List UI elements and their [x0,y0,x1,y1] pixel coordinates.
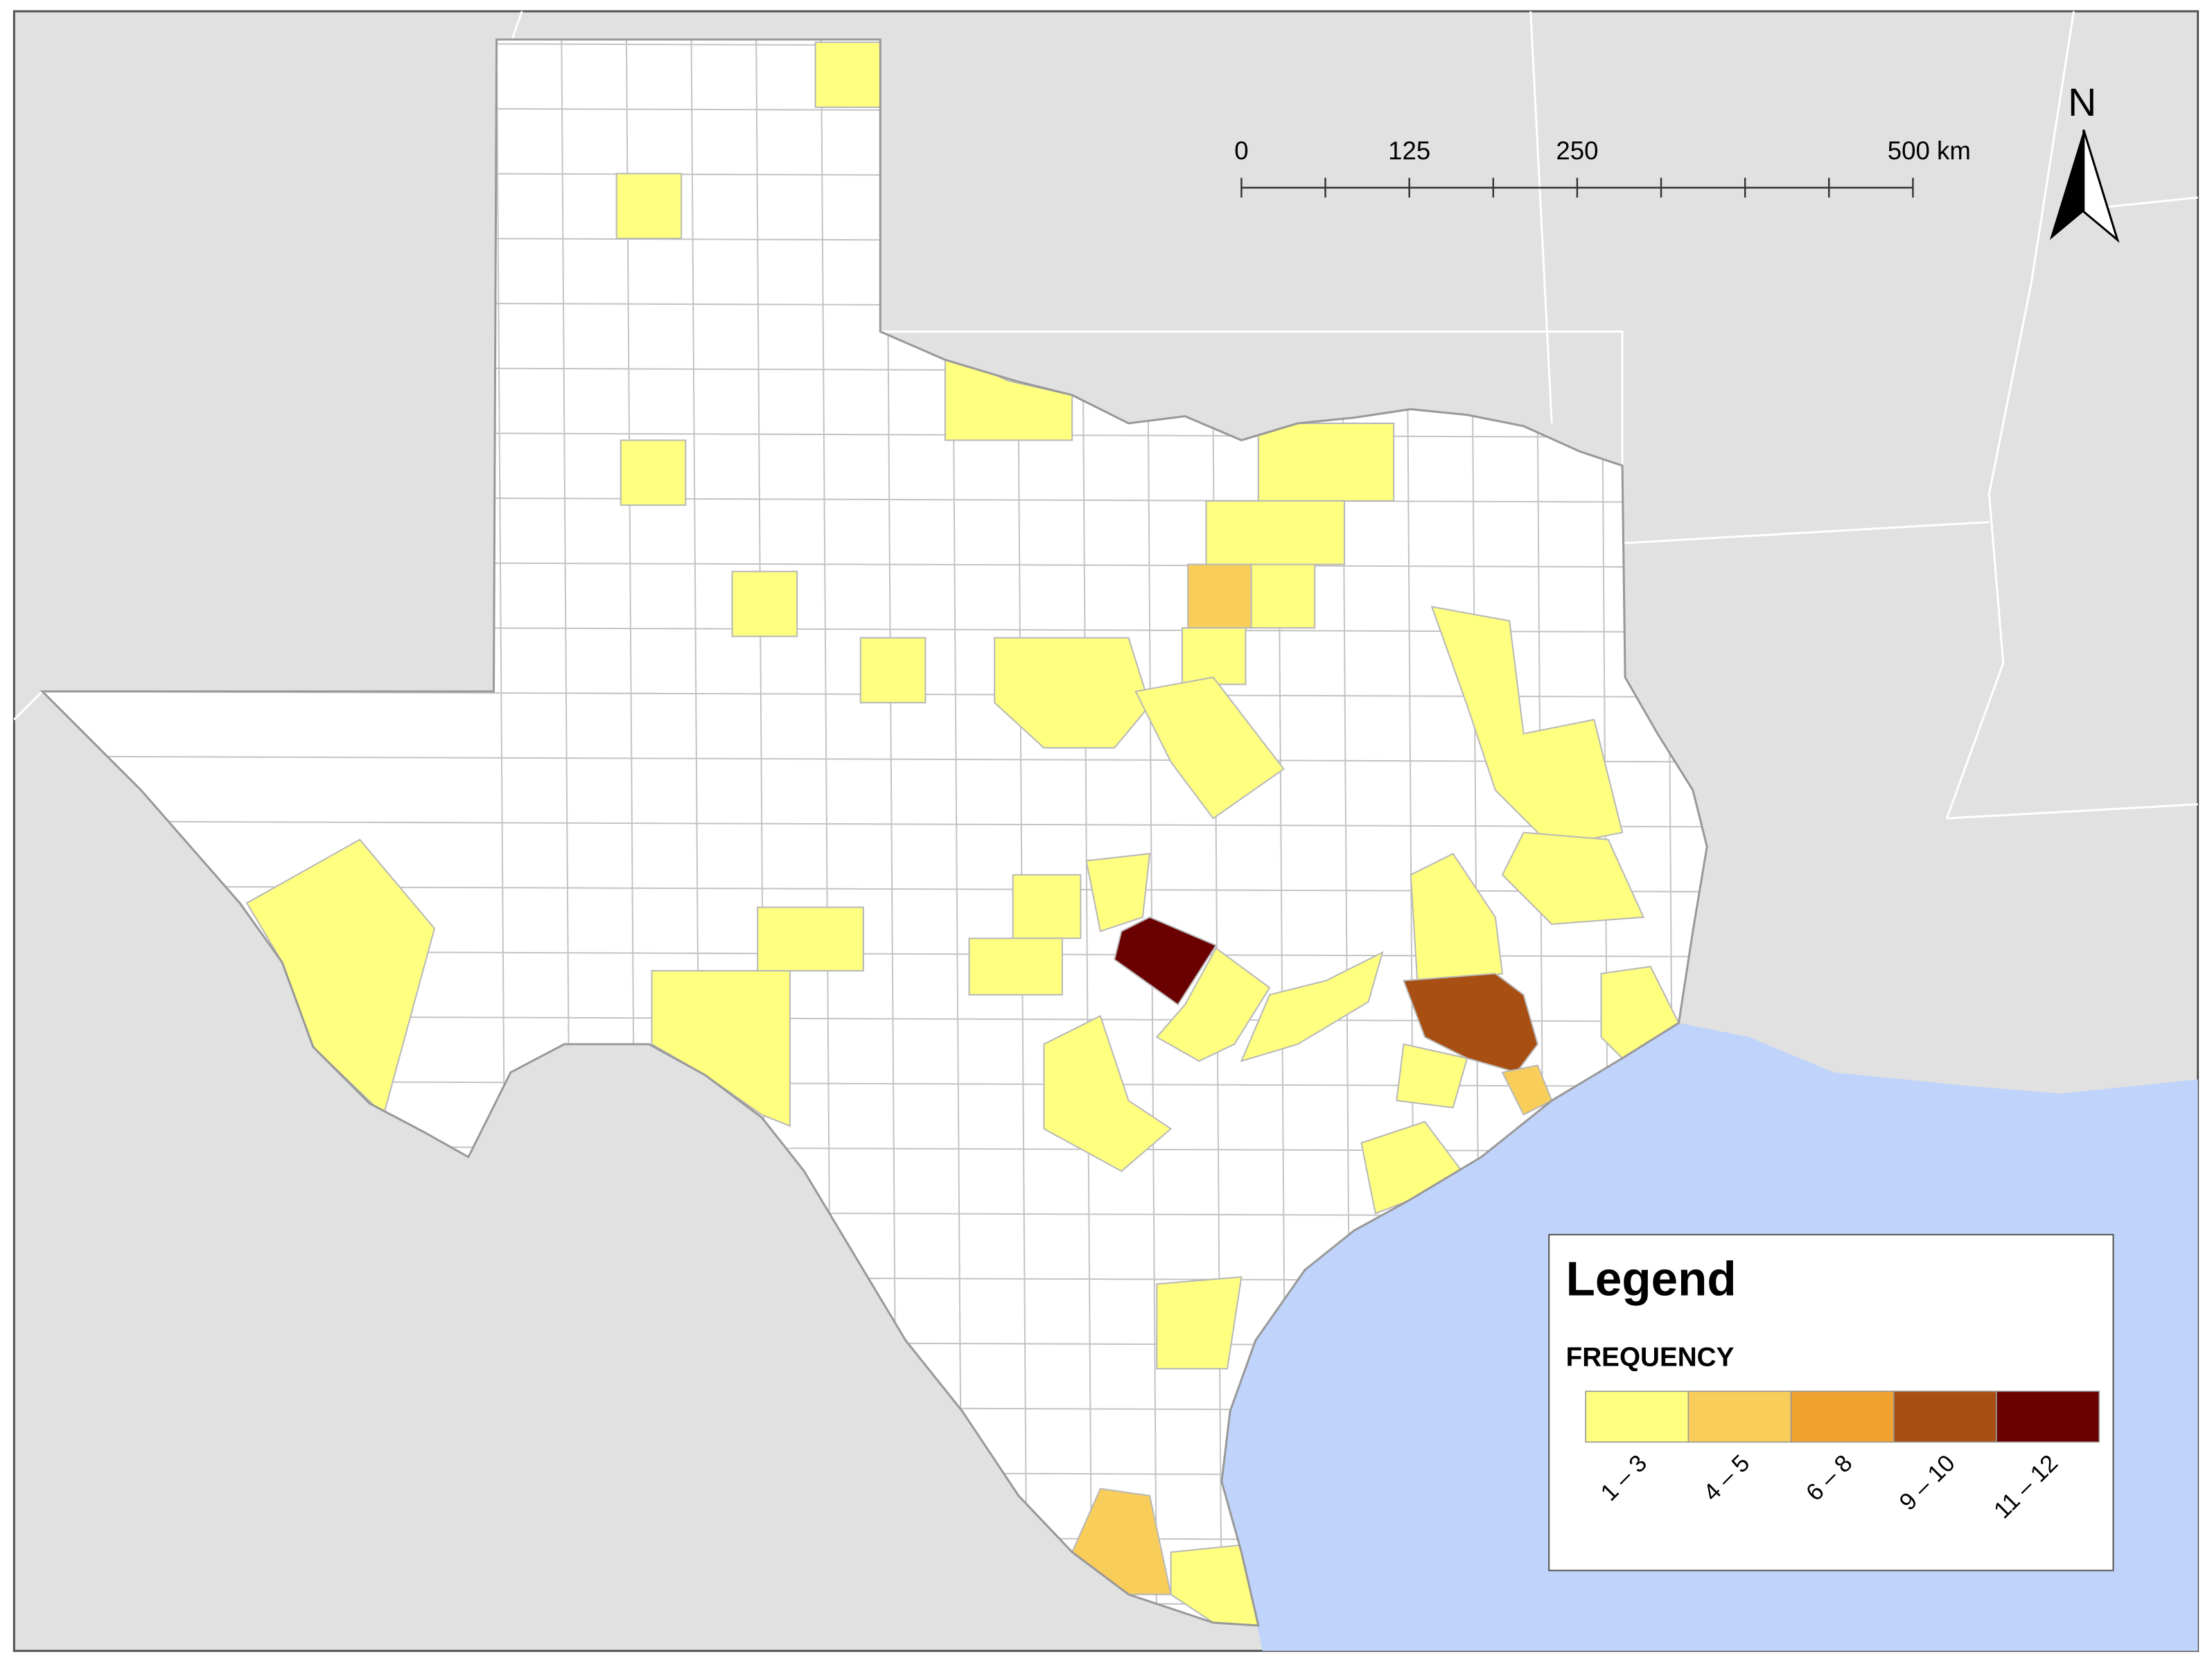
county [1410,852,1504,989]
county [1396,1043,1468,1109]
legend-swatch [1687,1391,1792,1443]
scale-label: 500 km [1888,136,1971,165]
county [1114,916,1218,1006]
county-line [42,820,1708,828]
north-label: N [2068,80,2096,125]
county [1403,973,1539,1073]
county [1012,874,1082,940]
county-line [42,755,1708,763]
state-line [880,331,1624,466]
state-line [1947,803,2198,820]
county [814,42,881,108]
legend-swatch [1585,1391,1689,1443]
county [994,637,1151,749]
county [1257,422,1395,502]
scale-label: 250 [1556,136,1598,165]
county [620,439,687,506]
county [1187,563,1252,629]
county [757,906,864,972]
county [1240,951,1384,1063]
county [615,173,683,240]
legend-swatch [1790,1391,1895,1443]
state-line [13,690,44,721]
county [731,570,798,637]
county [1205,500,1346,565]
county [1250,563,1316,629]
scale-label: 125 [1388,136,1430,165]
state-line [1945,11,2075,819]
county [1155,946,1271,1062]
county [859,637,927,704]
county [1181,627,1247,685]
county [1501,831,1645,925]
county [1430,606,1624,847]
state-line [1622,520,1990,545]
county [968,937,1063,996]
counties [245,42,1680,1626]
legend-swatch [1996,1391,2100,1443]
legend-title: Legend [1566,1251,1737,1305]
scale-bar: 0 125 250 500 km [1234,136,1971,198]
county [1134,676,1285,820]
state-line [511,10,523,40]
county [1043,1014,1173,1172]
legend-swatch [1893,1391,1997,1443]
texas-outline [40,38,1708,1627]
scale-label: 0 [1234,136,1248,165]
county [1156,1276,1243,1370]
legend-field: FREQUENCY [1566,1342,1735,1372]
county [651,970,791,1127]
arrow-right [2082,129,2120,243]
county [1085,852,1151,933]
state-lines [13,10,2198,820]
state-line [1529,11,1553,424]
